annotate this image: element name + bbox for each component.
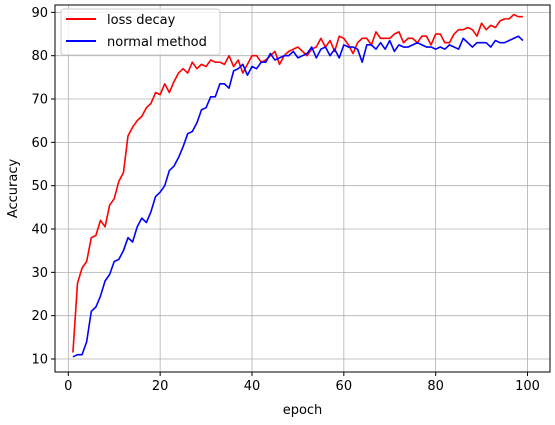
- legend-box: [60, 8, 221, 56]
- y-tick-label: 50: [31, 179, 48, 194]
- y-tick-label: 20: [31, 309, 48, 324]
- y-tick-label: 70: [31, 93, 48, 108]
- series-line-normal-method: [72, 35, 524, 358]
- x-axis-label: epoch: [283, 403, 323, 418]
- x-tick-label: 100: [515, 379, 540, 394]
- legend: loss decay normal method: [60, 8, 221, 56]
- y-tick-label: 30: [31, 266, 48, 281]
- series-line-loss-decay: [72, 13, 523, 353]
- axis-ticks: 0 20 40 60 80 100 10 20 30 40 50 60 70 80 90: [31, 6, 539, 394]
- y-tick-label: 60: [31, 136, 48, 151]
- series-lines: [72, 13, 524, 358]
- x-tick-label: 40: [244, 379, 261, 394]
- legend-label-normal-method: normal method: [107, 35, 207, 50]
- y-tick-label: 40: [31, 223, 48, 238]
- legend-label-loss-decay: loss decay: [107, 13, 176, 28]
- x-tick-label: 80: [427, 379, 444, 394]
- y-tick-label: 80: [31, 49, 48, 64]
- y-tick-label: 90: [31, 6, 48, 21]
- x-tick-label: 0: [64, 379, 72, 394]
- y-tick-label: 10: [31, 353, 48, 368]
- x-tick-label: 20: [152, 379, 169, 394]
- plot-area-frame: [54, 4, 551, 373]
- x-tick-label: 60: [336, 379, 353, 394]
- y-axis-label: Accuracy: [6, 159, 21, 219]
